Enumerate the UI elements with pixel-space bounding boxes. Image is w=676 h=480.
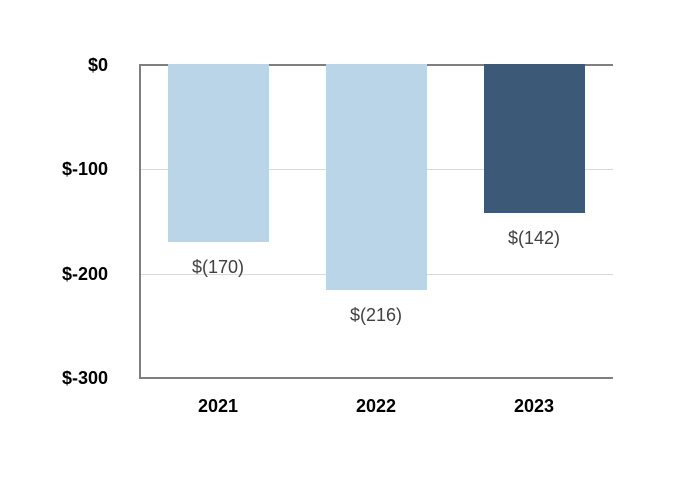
x-axis-bottom-line xyxy=(139,377,613,379)
y-tick-label-$-100: $-100 xyxy=(61,159,108,179)
x-tick-label-2021: 2021 xyxy=(197,396,239,416)
data-label-2022: $(216) xyxy=(349,305,403,325)
x-tick-label-2022: 2022 xyxy=(355,396,397,416)
y-tick-label-$-200: $-200 xyxy=(61,264,108,284)
bar-2022 xyxy=(326,64,427,290)
y-axis-line xyxy=(139,64,141,379)
data-label-2023: $(142) xyxy=(507,228,561,248)
bar-2021 xyxy=(168,64,269,242)
y-tick-label-$0: $0 xyxy=(87,55,108,75)
x-tick-label-2023: 2023 xyxy=(513,396,555,416)
bar-2023 xyxy=(484,64,585,213)
data-label-2021: $(170) xyxy=(191,257,245,277)
y-tick-label-$-300: $-300 xyxy=(61,368,108,388)
